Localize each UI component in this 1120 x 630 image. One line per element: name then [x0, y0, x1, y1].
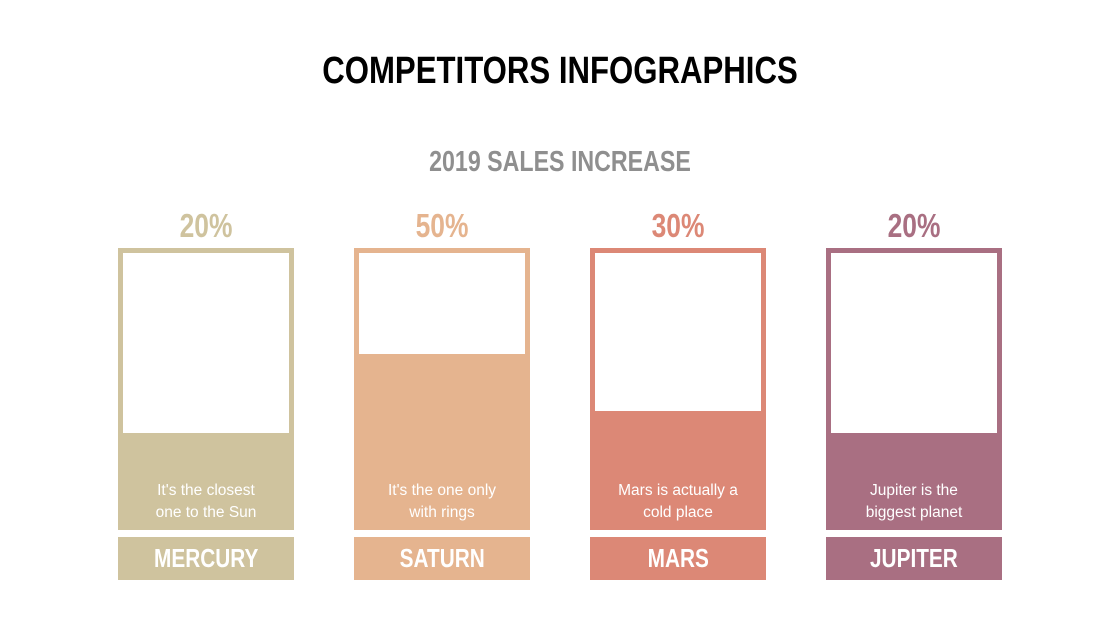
bar-frame	[590, 248, 766, 530]
page-title: COMPETITORS INFOGRAPHICS	[322, 50, 798, 92]
name-label: MARS	[647, 543, 709, 573]
chart-subtitle: 2019 SALES INCREASE	[429, 146, 691, 178]
description-line-1: Jupiter is the	[870, 482, 958, 499]
name-label: SATURN	[399, 543, 485, 573]
card-saturn: 50% It's the one only with rings SATURN	[354, 206, 530, 582]
description: It's the closest one to the Sun	[118, 480, 294, 524]
bar-empty-area	[123, 253, 289, 433]
bar-frame	[354, 248, 530, 530]
percent-label: 20%	[887, 207, 941, 244]
card-jupiter: 20% Jupiter is the biggest planet JUPITE…	[826, 206, 1002, 582]
name-label: JUPITER	[870, 543, 958, 573]
description-line-1: It's the closest	[157, 482, 255, 499]
percent-label: 30%	[651, 207, 705, 244]
description-line-1: It's the one only	[387, 482, 497, 499]
bar-empty-area	[831, 253, 997, 433]
bar-frame	[826, 248, 1002, 530]
bar-empty-area	[595, 253, 761, 411]
percent-label: 20%	[179, 207, 233, 244]
bar-frame	[118, 248, 294, 530]
name-label: MERCURY	[153, 543, 259, 573]
description-line-1: Mars is actually a	[618, 482, 738, 499]
name-bar: SATURN	[354, 537, 530, 580]
card-mars: 30% Mars is actually a cold place MARS	[590, 206, 766, 582]
description: Jupiter is the biggest planet	[826, 480, 1002, 524]
name-bar: JUPITER	[826, 537, 1002, 580]
card-mercury: 20% It's the closest one to the Sun MERC…	[118, 206, 294, 582]
description: It's the one only with rings	[354, 480, 530, 524]
description-line-2: one to the Sun	[155, 504, 257, 521]
name-bar: MERCURY	[118, 537, 294, 580]
bar-empty-area	[359, 253, 525, 354]
description: Mars is actually a cold place	[590, 480, 766, 524]
percent-label: 50%	[415, 207, 469, 244]
description-line-2: biggest planet	[865, 504, 963, 521]
description-line-2: with rings	[409, 504, 475, 521]
name-bar: MARS	[590, 537, 766, 580]
description-line-2: cold place	[643, 504, 713, 521]
